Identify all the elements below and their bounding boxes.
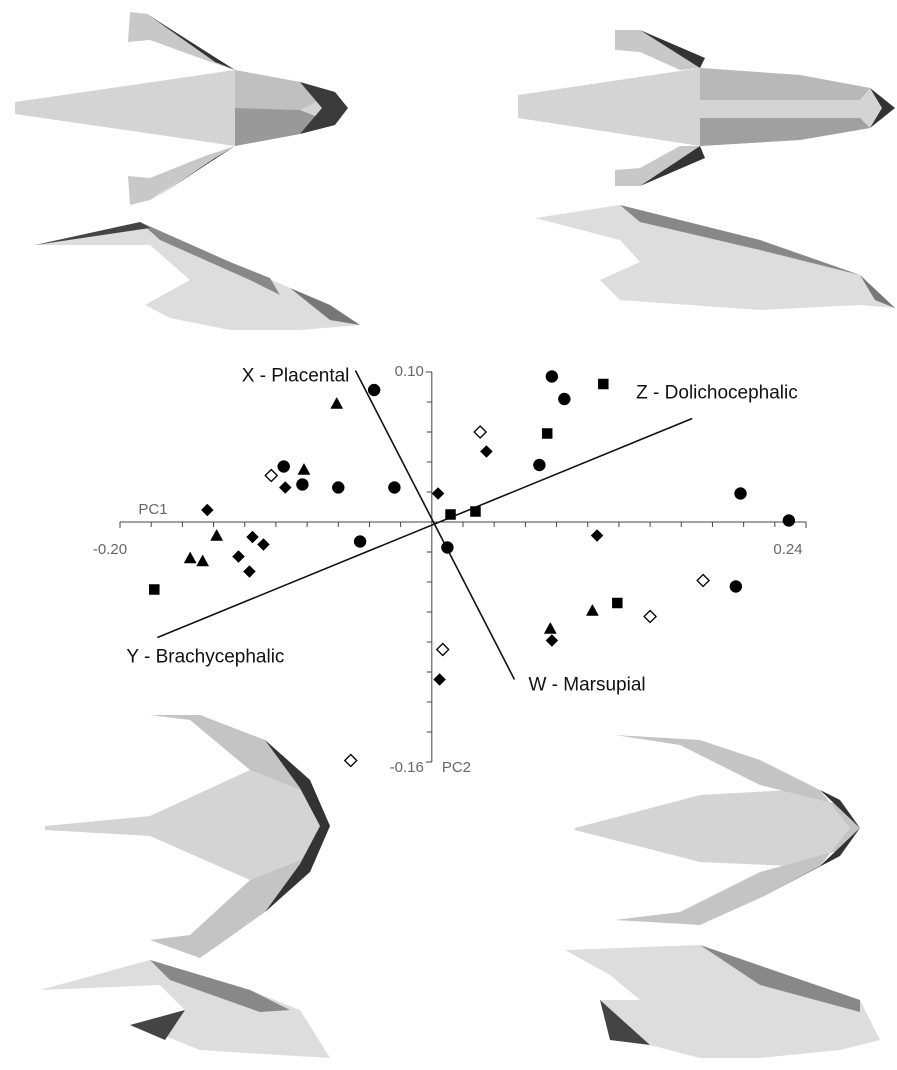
- point: [730, 581, 742, 593]
- point: [474, 426, 486, 438]
- point: [388, 482, 400, 494]
- point: [480, 446, 492, 458]
- point: [544, 623, 556, 634]
- vector-label: Z - Dolichocephalic: [636, 383, 798, 404]
- point: [247, 531, 259, 543]
- point: [591, 530, 603, 542]
- point: [437, 644, 449, 656]
- point: [533, 459, 545, 471]
- y-tick-label: -0.16: [390, 759, 424, 776]
- point: [558, 393, 570, 405]
- point: [644, 611, 656, 623]
- point: [201, 504, 213, 516]
- point: [434, 674, 446, 686]
- vector-line: [157, 419, 692, 638]
- point: [432, 488, 444, 500]
- x-tick-label: 0.24: [773, 541, 802, 558]
- point: [368, 384, 380, 396]
- skull-top-left: [15, 12, 360, 330]
- y-tick-label: 0.10: [395, 363, 424, 380]
- point: [542, 429, 552, 439]
- point: [243, 566, 255, 578]
- skull-bottom-right: [565, 735, 880, 1058]
- point: [354, 536, 366, 548]
- point: [598, 379, 608, 389]
- point: [441, 542, 453, 554]
- point: [697, 575, 709, 587]
- point: [586, 605, 598, 616]
- point: [783, 515, 795, 527]
- point: [149, 585, 159, 595]
- point: [296, 479, 308, 491]
- point: [612, 598, 622, 608]
- point: [197, 555, 209, 566]
- point: [345, 755, 357, 767]
- point: [446, 510, 456, 520]
- point: [735, 488, 747, 500]
- vector-label: X - Placental: [242, 366, 350, 387]
- point: [184, 552, 196, 563]
- y-axis-label: PC2: [442, 759, 471, 776]
- x-tick-label: -0.20: [93, 541, 127, 558]
- point: [279, 482, 291, 494]
- vector-label: W - Marsupial: [528, 675, 645, 696]
- vector-label: Y - Brachycephalic: [126, 647, 284, 668]
- point: [278, 461, 290, 473]
- page: {"chart_data": { "type": "scatter", "x_l…: [0, 0, 897, 1070]
- point: [298, 464, 310, 475]
- point: [232, 551, 244, 563]
- skull-bottom-left: [40, 715, 330, 1058]
- point: [332, 482, 344, 494]
- point: [257, 539, 269, 551]
- vector-line: [355, 371, 514, 680]
- skull-top-right: [518, 30, 895, 310]
- point: [331, 398, 343, 409]
- figure: -0.20 0.24 0.10 -0.16 PC1 PC2 X - Placental W -…: [0, 0, 897, 1070]
- point: [546, 371, 558, 383]
- x-axis-label: PC1: [138, 501, 167, 518]
- point: [265, 470, 277, 482]
- point: [546, 635, 558, 647]
- point: [211, 530, 223, 541]
- point: [470, 507, 480, 517]
